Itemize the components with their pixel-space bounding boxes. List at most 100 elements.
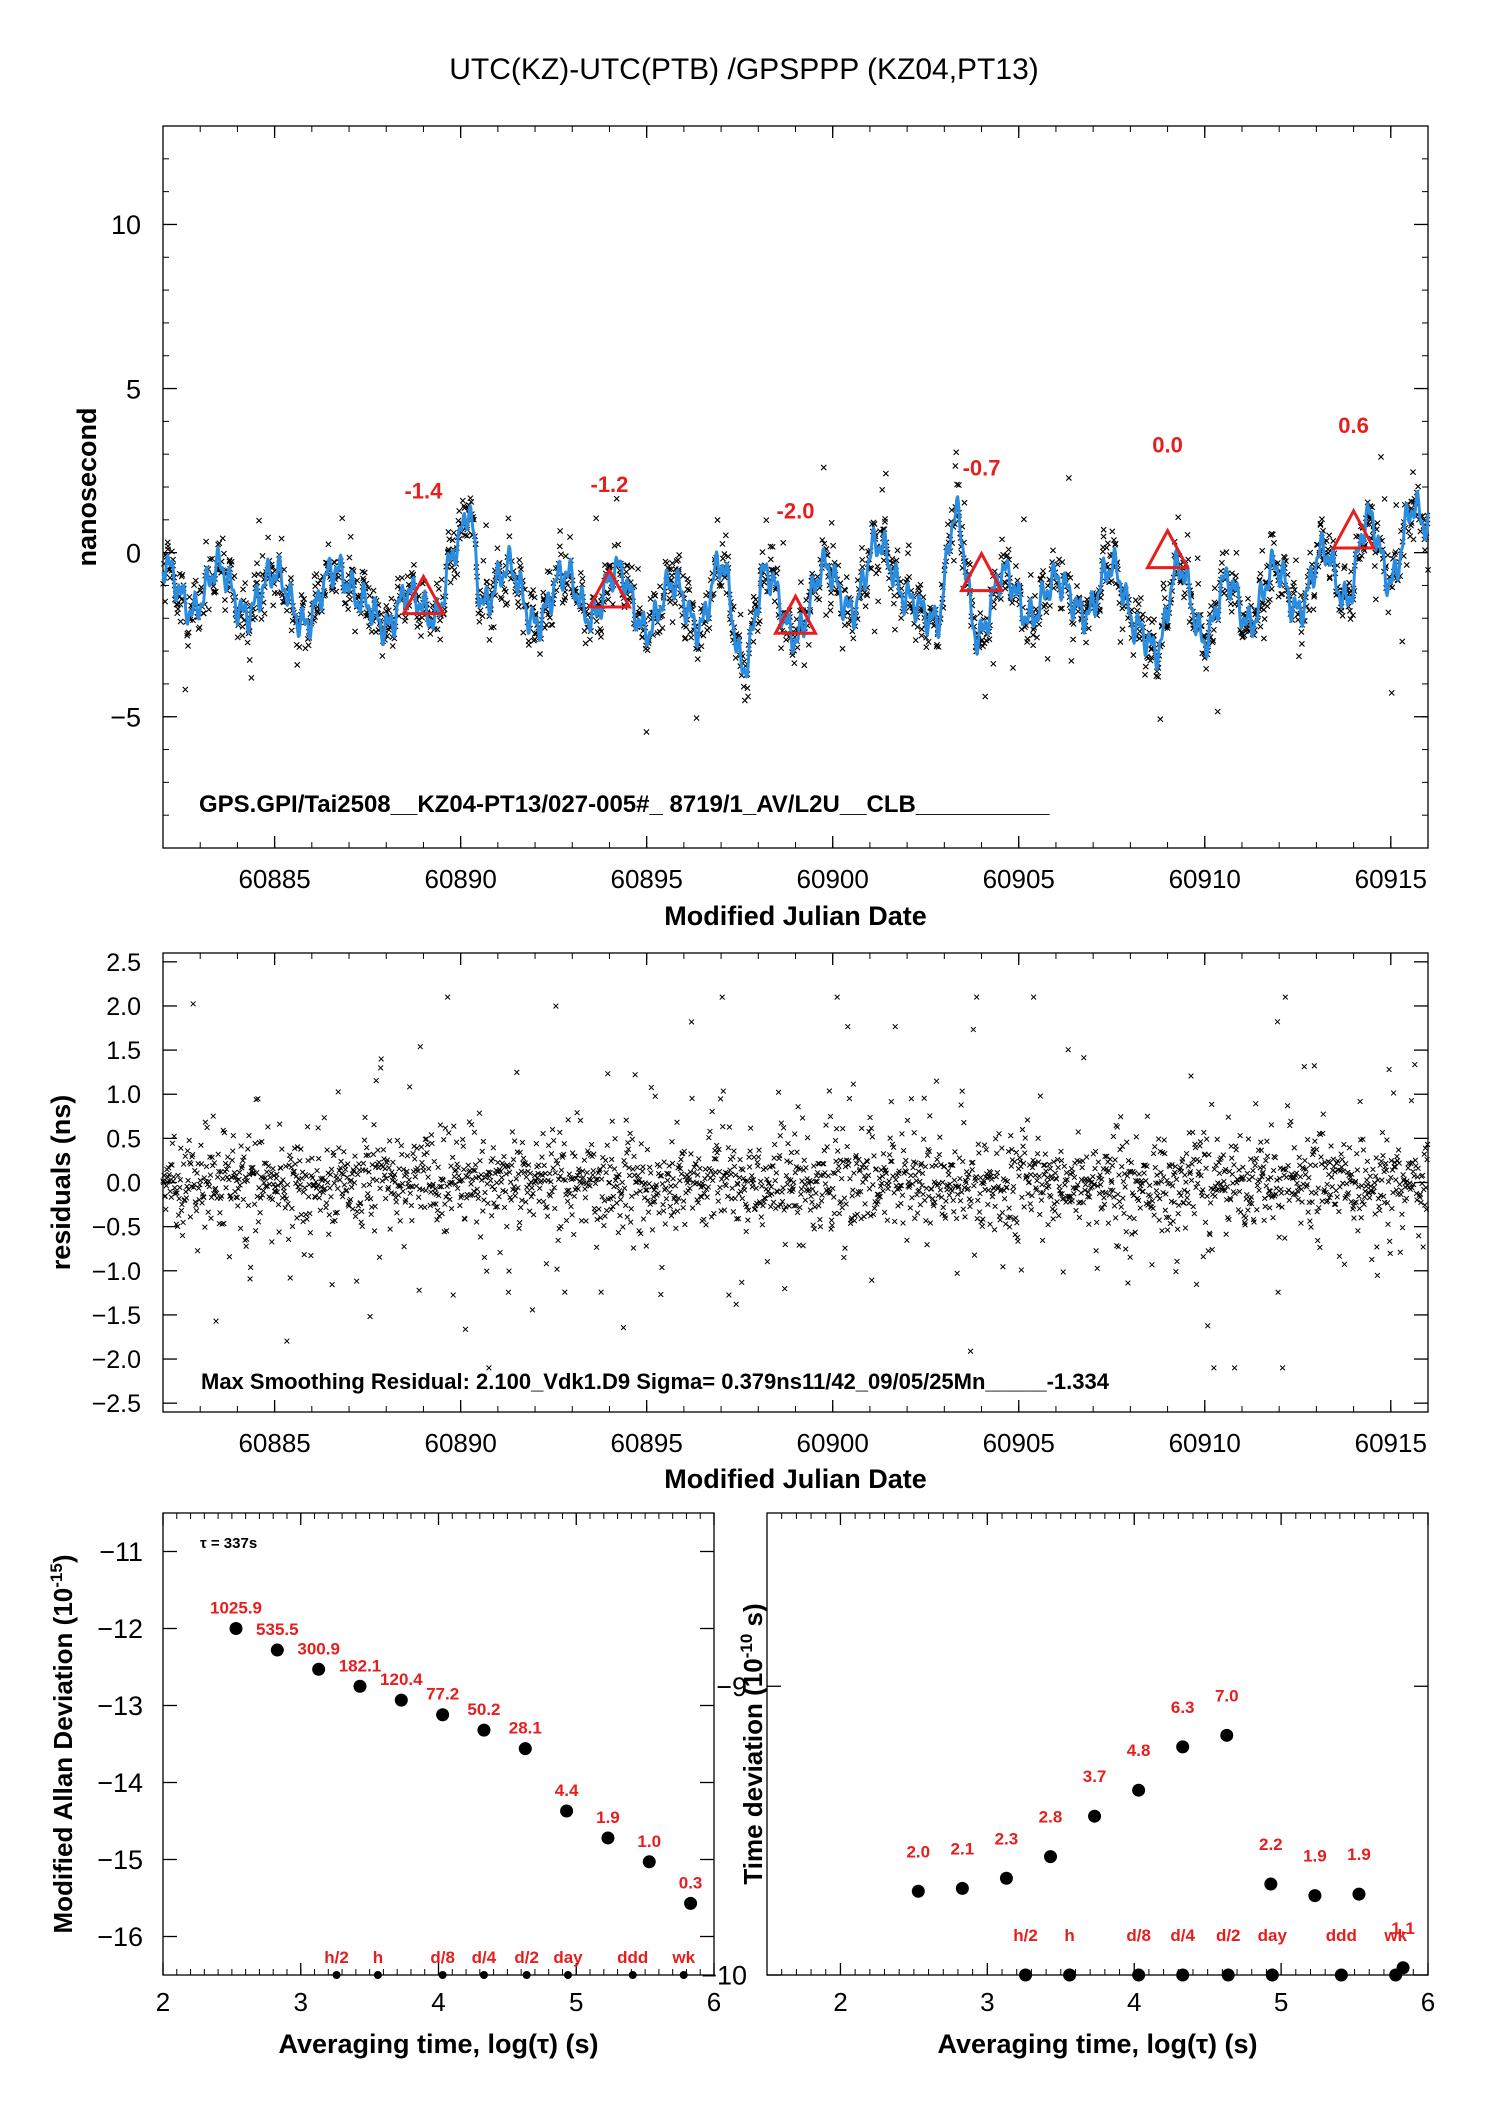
y-tick-label: 10 <box>111 210 141 240</box>
data-point <box>676 551 683 558</box>
residual-point <box>1378 1158 1385 1165</box>
residual-point <box>352 1213 359 1220</box>
residual-point <box>928 1186 935 1192</box>
residual-point <box>569 1212 575 1218</box>
residual-point <box>668 1183 674 1189</box>
residual-point <box>960 1206 967 1212</box>
period-marker <box>332 1971 341 1979</box>
data-point <box>494 545 501 552</box>
residual-point <box>1320 1111 1327 1117</box>
residual-point <box>1144 1113 1151 1120</box>
data-point <box>502 588 509 595</box>
residual-point <box>670 1175 676 1182</box>
residual-point <box>831 1194 837 1200</box>
period-label: d/4 <box>472 1948 497 1967</box>
data-point <box>923 644 930 651</box>
residual-point <box>1379 1177 1385 1183</box>
residual-point <box>488 1213 495 1219</box>
period-marker <box>522 1971 531 1979</box>
residual-point <box>788 1149 795 1156</box>
residual-point <box>258 1174 264 1180</box>
residual-point <box>1258 1147 1265 1153</box>
residual-point <box>1389 1205 1395 1212</box>
residual-point <box>854 1211 861 1217</box>
residual-point <box>570 1231 577 1238</box>
residual-point <box>1225 1114 1232 1120</box>
y-axis-label: nanosecond <box>72 407 102 566</box>
data-point <box>1310 606 1317 613</box>
residual-point <box>697 1165 703 1172</box>
residual-point <box>1030 994 1037 1000</box>
deviation-point <box>312 1662 326 1676</box>
residual-point <box>1137 1205 1143 1211</box>
data-point <box>200 610 207 617</box>
residual-point <box>1396 1160 1402 1166</box>
residual-point <box>604 1142 610 1149</box>
deviation-label: 77.2 <box>426 1685 459 1704</box>
residual-point <box>370 1151 377 1158</box>
residual-point <box>574 1109 580 1116</box>
y-tick-label: −2.0 <box>92 1346 141 1374</box>
data-point <box>1054 561 1061 568</box>
data-point <box>850 635 857 642</box>
data-point <box>1027 571 1034 578</box>
data-point <box>1142 663 1149 670</box>
data-point <box>516 557 523 563</box>
residual-point <box>294 1215 300 1221</box>
residual-point <box>1284 1102 1291 1109</box>
y-tick-label: 1.5 <box>106 1037 141 1065</box>
data-point <box>242 580 249 587</box>
data-point <box>803 597 810 604</box>
residual-point <box>215 1151 222 1158</box>
residual-point <box>222 1160 229 1167</box>
residual-point <box>334 1185 341 1192</box>
residual-point <box>924 1241 930 1248</box>
data-point <box>531 636 538 643</box>
residual-point <box>550 1137 557 1144</box>
residual-point <box>183 1195 190 1201</box>
y-axis-label: residuals (ns) <box>46 1095 76 1271</box>
residual-point <box>799 1115 806 1121</box>
residual-point <box>1213 1187 1220 1194</box>
data-point <box>675 556 682 563</box>
residual-point <box>204 1124 210 1131</box>
residual-point <box>1175 1202 1182 1209</box>
residual-point <box>832 1137 839 1144</box>
residual-point <box>1336 1208 1342 1215</box>
triangle-label: 0.6 <box>1338 413 1369 438</box>
residual-point <box>1264 1138 1270 1145</box>
residual-point <box>639 1168 646 1175</box>
data-point <box>722 532 729 539</box>
residual-point <box>163 1183 170 1189</box>
data-point <box>920 594 927 601</box>
residual-point <box>901 1162 908 1168</box>
data-point <box>557 527 564 534</box>
residual-point <box>736 1191 742 1197</box>
residual-point <box>1001 1195 1008 1202</box>
residual-point <box>229 1157 235 1163</box>
residual-point <box>203 1163 210 1170</box>
residual-point <box>880 1150 887 1157</box>
residual-point <box>829 1185 836 1192</box>
residual-point <box>431 1158 437 1165</box>
data-point <box>579 575 586 582</box>
residual-point <box>1136 1171 1142 1177</box>
residual-point <box>1061 1163 1068 1170</box>
residual-point <box>558 1167 565 1173</box>
residual-point <box>370 1176 376 1182</box>
residual-point <box>251 1201 258 1207</box>
deviation-label: 3.7 <box>1083 1767 1107 1786</box>
residual-point <box>1342 1161 1349 1167</box>
residual-point <box>1422 1202 1428 1208</box>
residual-point <box>1192 1144 1199 1151</box>
residual-point <box>341 1148 347 1155</box>
residual-point <box>680 1198 687 1204</box>
residual-point <box>1042 1151 1049 1157</box>
residual-point <box>688 1019 695 1025</box>
deviation-point <box>477 1723 491 1737</box>
residual-point <box>187 1214 194 1220</box>
data-point <box>1210 626 1217 633</box>
residual-point <box>344 1174 350 1181</box>
residual-point <box>822 1181 829 1187</box>
residual-point <box>170 1174 177 1180</box>
